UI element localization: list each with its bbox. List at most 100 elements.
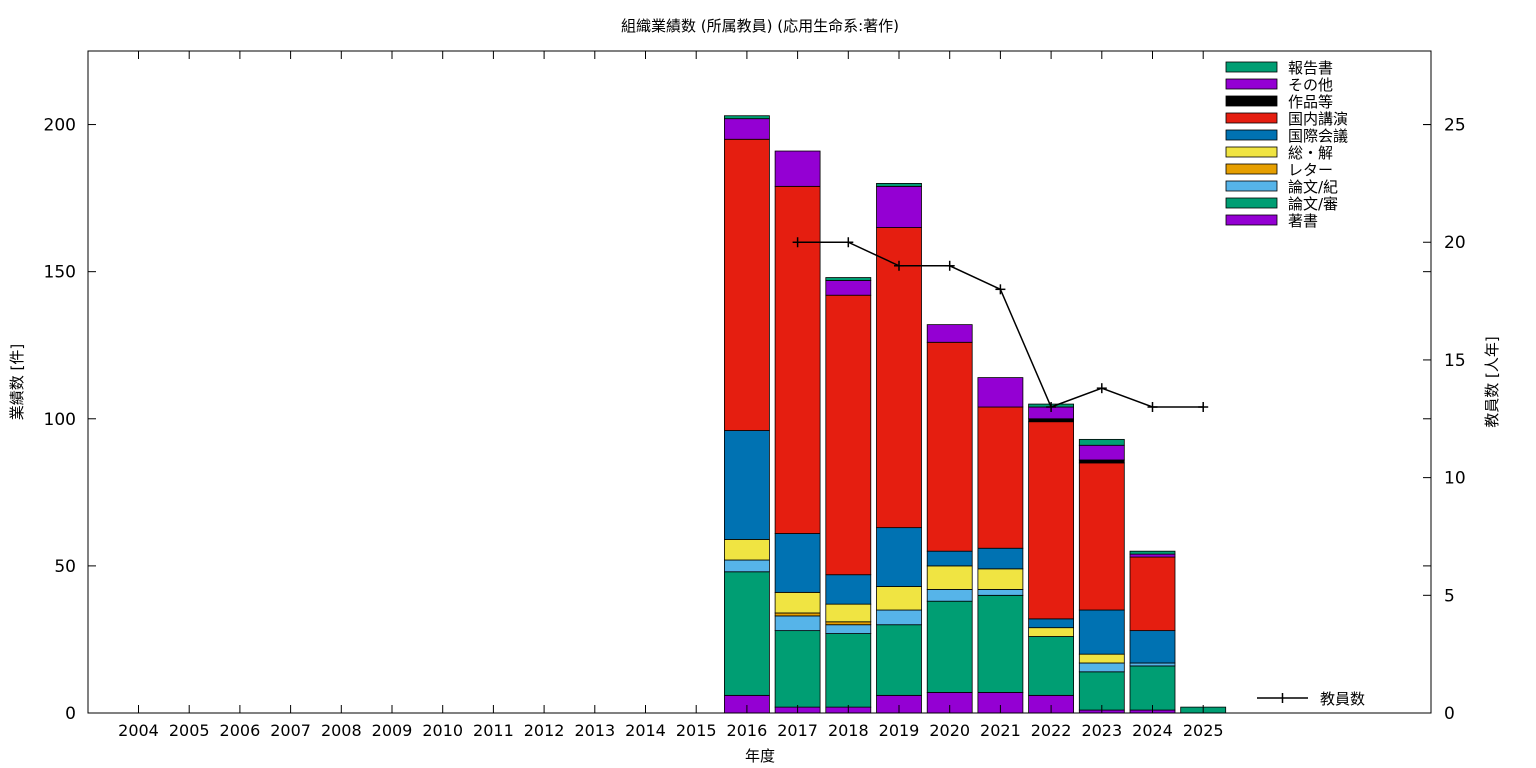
bar-segment-2021-6: [977, 406, 1024, 549]
legend-swatch: [1225, 78, 1278, 90]
bar-segment-2019-9: [876, 182, 922, 187]
bar-segment-2019-2: [876, 609, 922, 626]
y-tick-label: 200: [44, 116, 76, 136]
bar-segment-2016-4: [724, 539, 770, 561]
bar-segment-2017-8: [774, 150, 821, 187]
x-tick-label: 2023: [1081, 721, 1122, 740]
legend-swatch: [1225, 214, 1278, 226]
bar-segment-2020-2: [926, 589, 973, 602]
bars-layer: [724, 115, 1227, 714]
x-tick-label: 2015: [676, 721, 717, 740]
bar-segment-2022-7: [1028, 418, 1074, 423]
bar-segment-2019-1: [876, 624, 922, 696]
x-tick-label: 2016: [727, 721, 768, 740]
bar-segment-2021-1: [977, 594, 1024, 693]
bar-segment-2018-8: [825, 280, 872, 296]
bar-segment-2018-1: [825, 633, 872, 708]
y2-tick-label: 15: [1444, 351, 1466, 371]
teacher-count-line: [792, 237, 1209, 413]
legend-label: 作品等: [1288, 93, 1333, 111]
legend-label: 論文/紀: [1288, 178, 1338, 196]
bar-segment-2024-2: [1129, 662, 1176, 667]
bar-segment-2023-1: [1078, 671, 1125, 711]
legend-label: 著書: [1288, 212, 1318, 230]
chart-title: 組織業績数 (所属教員) (応用生命系:著作): [621, 17, 899, 35]
x-tick-label: 2009: [372, 721, 413, 740]
legend-label: 総・解: [1288, 144, 1333, 162]
x-tick-label: 2022: [1031, 721, 1072, 740]
x-tick-label: 2017: [777, 721, 818, 740]
bar-segment-2021-5: [977, 547, 1024, 570]
x-tick-label: 2025: [1183, 721, 1224, 740]
bar-segment-2018-5: [825, 574, 872, 605]
y2-tick-label: 10: [1444, 469, 1466, 489]
bar-segment-2020-8: [926, 324, 973, 343]
legend-swatch: [1225, 112, 1278, 124]
legend-label: 国内講演: [1288, 110, 1348, 128]
bar-segment-2017-1: [774, 630, 821, 708]
x-tick-label: 2007: [270, 721, 311, 740]
y2-tick-label: 20: [1444, 233, 1466, 253]
x-tick-label: 2020: [929, 721, 970, 740]
bar-segment-2019-5: [876, 527, 922, 587]
x-tick-label: 2004: [118, 721, 159, 740]
x-tick-label: 2024: [1132, 721, 1173, 740]
bar-segment-2017-5: [774, 533, 821, 593]
x-tick-label: 2005: [169, 721, 210, 740]
legend-swatch: [1225, 163, 1278, 175]
bar-segment-2018-3: [825, 621, 872, 626]
bar-segment-2016-1: [724, 571, 770, 696]
bar-segment-2016-6: [724, 138, 770, 431]
bar-segment-2020-1: [926, 600, 973, 693]
legend-swatch: [1225, 95, 1278, 107]
bar-segment-2024-5: [1129, 630, 1176, 664]
bar-segment-2024-1: [1129, 665, 1176, 711]
legend-label-line: 教員数: [1320, 690, 1365, 708]
bar-segment-2017-4: [774, 591, 821, 614]
bar-segment-2023-7: [1078, 459, 1125, 464]
x-tick-label: 2008: [321, 721, 362, 740]
legend-label: レター: [1288, 161, 1333, 179]
bar-segment-2019-6: [876, 227, 922, 529]
x-tick-label: 2018: [828, 721, 869, 740]
bar-segment-2019-4: [876, 586, 922, 611]
bar-segment-2017-3: [774, 612, 821, 617]
y2-tick-label: 0: [1444, 704, 1455, 724]
bar-segment-2022-1: [1028, 636, 1074, 696]
legend-label: その他: [1288, 76, 1333, 94]
bar-segment-2021-2: [977, 589, 1024, 596]
bar-segment-2023-6: [1078, 462, 1125, 611]
bar-segment-2016-9: [724, 115, 770, 120]
bar-segment-2018-2: [825, 624, 872, 634]
legend-label: 論文/審: [1288, 195, 1338, 213]
bar-segment-2019-8: [876, 185, 922, 228]
y-tick-label: 50: [54, 557, 76, 577]
y-tick-label: 150: [44, 263, 76, 283]
y2-axis-label: 教員数 [人年]: [1483, 336, 1501, 427]
bar-segment-2023-4: [1078, 653, 1125, 664]
y-axis-label: 業績数 [件]: [8, 344, 26, 420]
y2-tick-label: 25: [1444, 116, 1466, 136]
bar-segment-2018-6: [825, 294, 872, 576]
legend-swatch: [1225, 129, 1278, 141]
legend-swatch: [1225, 197, 1278, 209]
bar-segment-2023-8: [1078, 444, 1125, 461]
x-axis-label: 年度: [745, 747, 775, 765]
bar-segment-2022-6: [1028, 421, 1074, 620]
bar-segment-2018-4: [825, 603, 872, 623]
bar-segment-2016-5: [724, 430, 770, 540]
legend-label: 報告書: [1288, 59, 1333, 77]
y-tick-label: 0: [65, 704, 76, 724]
x-tick-label: 2012: [524, 721, 565, 740]
x-tick-label: 2006: [220, 721, 261, 740]
y2-tick-label: 5: [1444, 586, 1455, 606]
bar-segment-2018-9: [825, 277, 872, 281]
bar-segment-2017-2: [774, 615, 821, 632]
bar-segment-2016-2: [724, 559, 770, 573]
legend-label: 国際会議: [1288, 127, 1348, 145]
x-tick-label: 2014: [625, 721, 666, 740]
